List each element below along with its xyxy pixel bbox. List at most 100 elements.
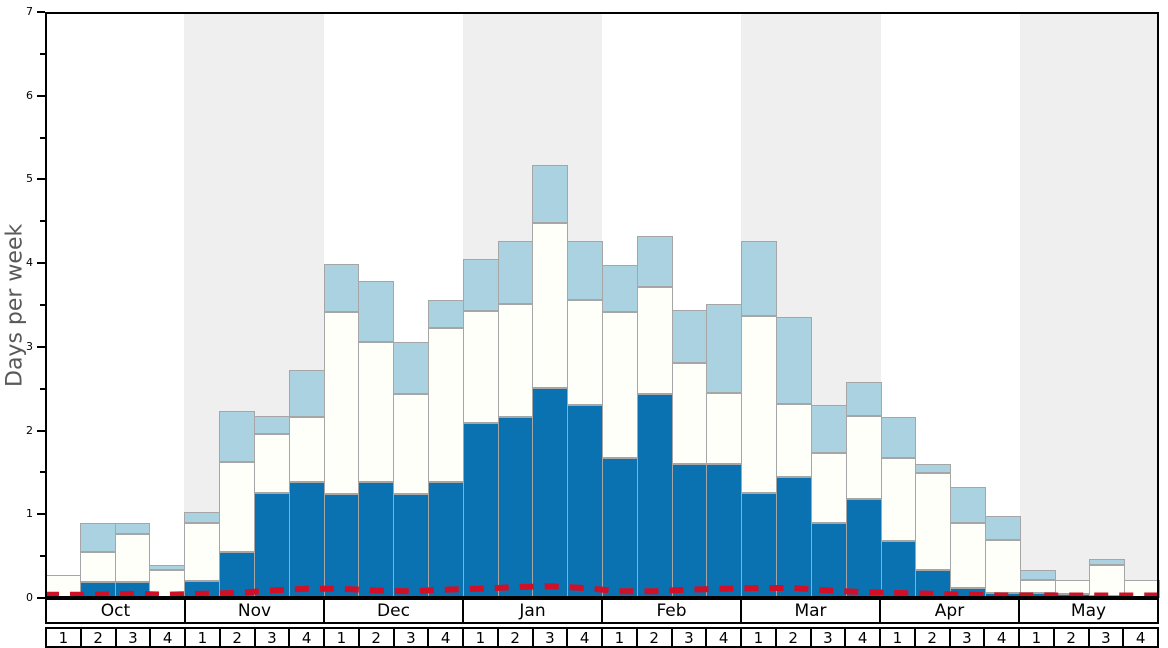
bar-light-blue-segment (950, 486, 986, 523)
y-major-tick (37, 262, 45, 265)
month-band-oct (45, 12, 185, 598)
week-label: 1 (462, 629, 497, 647)
y-major-tick (37, 94, 45, 97)
bar-dark-blue-segment (532, 387, 569, 598)
week-label: 3 (531, 629, 567, 647)
bar-white-segment (1019, 579, 1056, 593)
bar-white-segment (810, 453, 847, 523)
bar-dark-blue-segment (219, 551, 255, 598)
bar-light-blue-segment (1019, 569, 1056, 580)
y-tick-label: 0 (26, 591, 33, 604)
bar-light-blue-segment (219, 410, 255, 463)
week-label: 1 (184, 629, 219, 647)
bar-light-blue-segment (810, 405, 847, 454)
bar-dark-blue-segment (288, 481, 325, 598)
bar-white-segment (984, 540, 1021, 593)
bar-white-segment (671, 362, 708, 465)
bar-light-blue-segment (567, 240, 603, 300)
week-label: 2 (496, 629, 532, 647)
y-major-tick (37, 345, 45, 348)
week-label: 3 (809, 629, 845, 647)
y-minor-tick (40, 304, 45, 306)
y-tick-label: 5 (26, 172, 33, 186)
bar-white-segment (219, 462, 255, 552)
bar-dark-blue-segment (184, 581, 221, 598)
bar-white-segment (358, 341, 395, 482)
bar-dark-blue-segment (114, 582, 151, 598)
y-minor-tick (40, 220, 45, 223)
bar-white-segment (706, 392, 743, 465)
week-label: 2 (357, 629, 393, 647)
bar-dark-blue-segment (497, 417, 534, 598)
bar-light-blue-segment (602, 264, 638, 312)
week-label: 4 (705, 629, 740, 647)
bar-dark-blue-segment (253, 493, 290, 598)
y-minor-tick (40, 471, 45, 474)
month-label-feb: Feb (601, 600, 740, 622)
bar-light-blue-segment (984, 515, 1021, 541)
week-label: 1 (58, 628, 69, 647)
week-label: 3 (670, 629, 706, 647)
week-label: 4 (1122, 629, 1157, 647)
bar-light-blue-segment (671, 310, 708, 363)
week-label: 3 (948, 629, 984, 647)
week-label: 2 (913, 629, 949, 647)
week-label: 1 (740, 629, 775, 647)
bar-white-segment (114, 534, 151, 583)
week-label: 4 (844, 629, 879, 647)
bar-light-blue-segment (114, 522, 151, 535)
week-label: 2 (1052, 629, 1088, 647)
month-label-may: May (1018, 600, 1157, 622)
bar-light-blue-segment (776, 316, 812, 404)
y-major-tick (37, 429, 45, 432)
week-label: 4 (288, 629, 323, 647)
bar-white-segment (845, 416, 882, 500)
bar-dark-blue-segment (671, 464, 708, 598)
bar-light-blue-segment (427, 300, 464, 329)
bar-dark-blue-segment (567, 405, 603, 598)
bar-light-blue-segment (323, 264, 360, 312)
week-label: 1 (1018, 629, 1053, 647)
y-major-tick (37, 597, 45, 599)
bar-dark-blue-segment (706, 464, 743, 598)
bar-light-blue-segment (184, 511, 221, 523)
week-label: 4 (983, 629, 1018, 647)
bar-light-blue-segment (393, 341, 429, 394)
bar-dark-blue-segment (810, 522, 847, 598)
y-major-tick (37, 178, 45, 181)
week-label: 2 (218, 629, 254, 647)
bar-white-segment (567, 300, 603, 406)
bar-white-segment (149, 570, 186, 598)
y-tick-label: 6 (26, 88, 33, 102)
month-label-dec: Dec (323, 600, 462, 622)
y-major-tick (37, 513, 45, 516)
bar-dark-blue-segment (915, 570, 952, 598)
bar-dark-blue-segment (427, 481, 464, 598)
bar-light-blue-segment (845, 382, 882, 417)
week-label: 1 (601, 629, 636, 647)
month-label-mar: Mar (740, 600, 879, 622)
bar-light-blue-segment (532, 165, 569, 223)
bar-white-segment (45, 575, 81, 598)
y-minor-tick (40, 136, 45, 139)
bar-light-blue-segment (915, 464, 952, 474)
bar-white-segment (253, 433, 290, 494)
bar-light-blue-segment (462, 258, 499, 311)
bar-dark-blue-segment (79, 582, 116, 598)
bar-light-blue-segment (636, 235, 673, 288)
bar-dark-blue-segment (323, 494, 360, 598)
y-tick-label: 1 (26, 507, 33, 521)
month-label-oct: Oct (100, 601, 131, 621)
bar-light-blue-segment (880, 417, 917, 459)
bar-white-segment (184, 522, 221, 582)
bar-dark-blue-segment (358, 481, 395, 598)
month-label-nov: Nov (184, 600, 323, 622)
bar-dark-blue-segment (602, 458, 638, 598)
bar-white-segment (741, 315, 778, 494)
week-label: 2 (774, 629, 810, 647)
bar-dark-blue-segment (393, 494, 429, 598)
bar-light-blue-segment (706, 304, 743, 393)
bar-white-segment (393, 393, 429, 495)
bar-dark-blue-segment (776, 477, 812, 598)
